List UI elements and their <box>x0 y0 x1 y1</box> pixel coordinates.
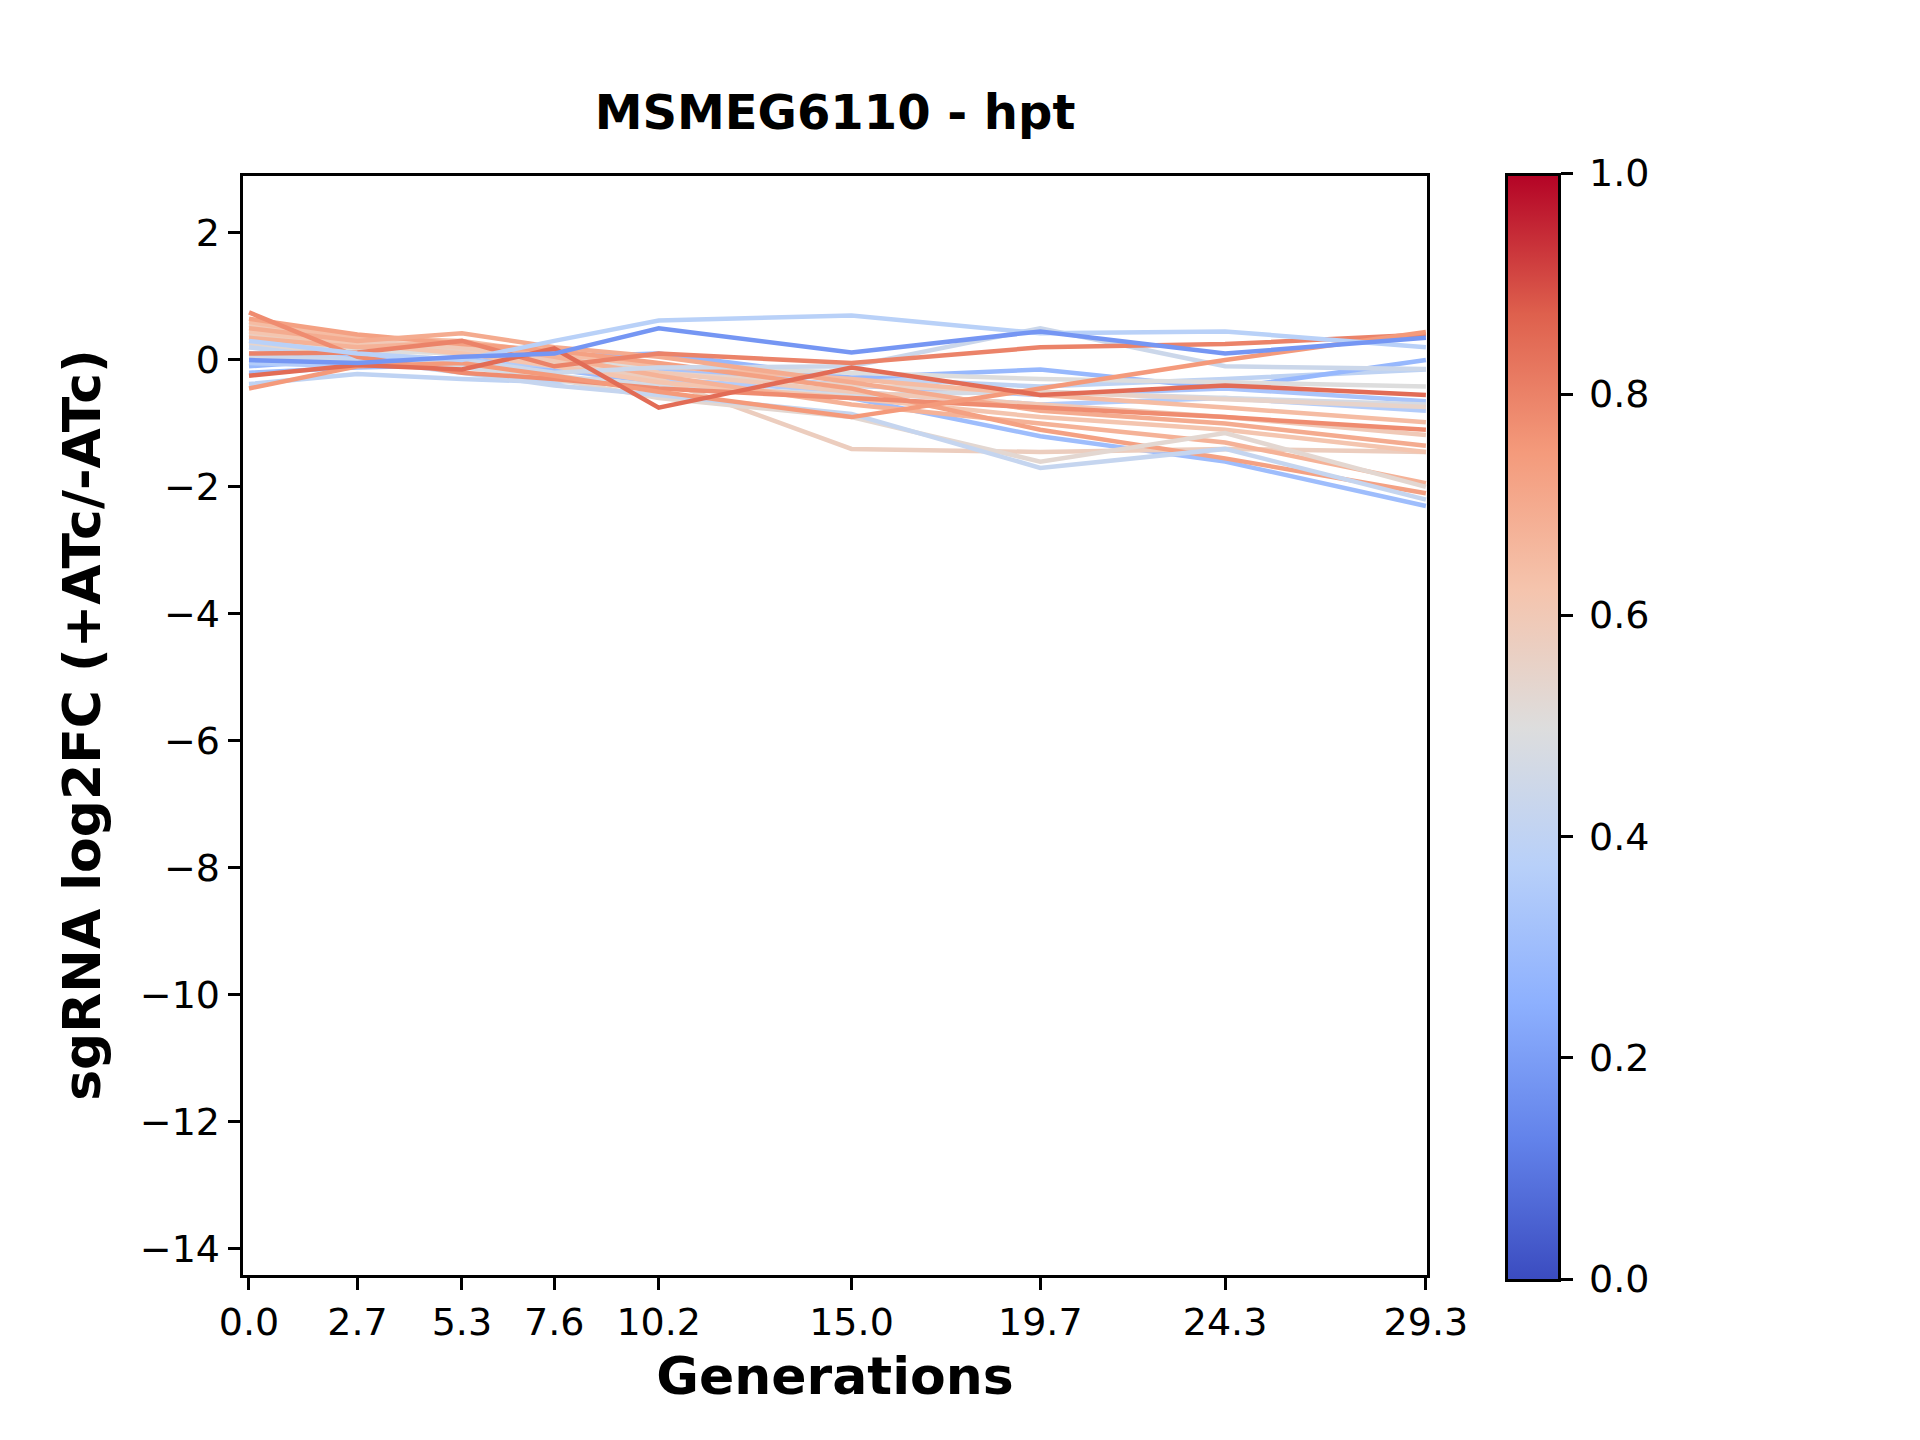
y-tick-label: −14 <box>140 1227 220 1271</box>
x-tick-label: 15.0 <box>809 1300 894 1344</box>
colorbar-tick-label: 0.0 <box>1589 1257 1649 1301</box>
colorbar-tick-mark <box>1561 1056 1573 1059</box>
y-tick-mark <box>228 358 240 361</box>
x-axis-label: Generations <box>240 1346 1430 1406</box>
x-tick-mark <box>247 1278 250 1290</box>
y-tick-mark <box>228 612 240 615</box>
y-tick-mark <box>228 866 240 869</box>
x-tick-label: 19.7 <box>998 1300 1083 1344</box>
y-tick-label: 2 <box>196 211 220 255</box>
x-tick-label: 5.3 <box>432 1300 492 1344</box>
y-tick-mark <box>228 1120 240 1123</box>
y-tick-label: −4 <box>164 592 220 636</box>
colorbar-tick-label: 0.4 <box>1589 815 1649 859</box>
x-tick-label: 0.0 <box>219 1300 279 1344</box>
x-tick-label: 2.7 <box>327 1300 387 1344</box>
x-tick-mark <box>1039 1278 1042 1290</box>
colorbar-tick-mark <box>1561 835 1573 838</box>
colorbar-tick-mark <box>1561 614 1573 617</box>
y-axis-label: sgRNA log2FC (+ATc/-ATc) <box>52 349 112 1101</box>
y-tick-mark <box>228 231 240 234</box>
x-tick-mark <box>460 1278 463 1290</box>
y-tick-label: −2 <box>164 465 220 509</box>
plot-area <box>240 173 1430 1278</box>
chart-title: MSMEG6110 - hpt <box>240 84 1430 140</box>
sgrna-line-series <box>249 312 1426 506</box>
colorbar-tick-mark <box>1561 393 1573 396</box>
colorbar-tick-label: 0.2 <box>1589 1036 1649 1080</box>
x-tick-mark <box>1424 1278 1427 1290</box>
x-tick-mark <box>850 1278 853 1290</box>
colorbar-tick-mark <box>1561 1278 1573 1281</box>
colorbar-tick-label: 0.8 <box>1589 372 1649 416</box>
y-tick-mark <box>228 993 240 996</box>
y-tick-label: −6 <box>164 719 220 763</box>
x-tick-mark <box>553 1278 556 1290</box>
y-tick-mark <box>228 1247 240 1250</box>
y-tick-mark <box>228 739 240 742</box>
x-tick-mark <box>657 1278 660 1290</box>
colorbar-tick-label: 0.6 <box>1589 593 1649 637</box>
x-tick-label: 24.3 <box>1183 1300 1268 1344</box>
y-tick-label: −10 <box>140 973 220 1017</box>
x-tick-mark <box>356 1278 359 1290</box>
x-tick-mark <box>1224 1278 1227 1290</box>
colorbar <box>1505 173 1561 1282</box>
x-tick-label: 10.2 <box>616 1300 701 1344</box>
x-tick-label: 29.3 <box>1384 1300 1469 1344</box>
y-tick-label: −12 <box>140 1100 220 1144</box>
colorbar-tick-mark <box>1561 172 1573 175</box>
figure-canvas: MSMEG6110 - hpt sgRNA log2FC (+ATc/-ATc)… <box>0 0 1920 1440</box>
y-tick-label: 0 <box>196 338 220 382</box>
y-tick-mark <box>228 485 240 488</box>
colorbar-tick-label: 1.0 <box>1589 151 1649 195</box>
x-tick-label: 7.6 <box>524 1300 584 1344</box>
y-tick-label: −8 <box>164 846 220 890</box>
